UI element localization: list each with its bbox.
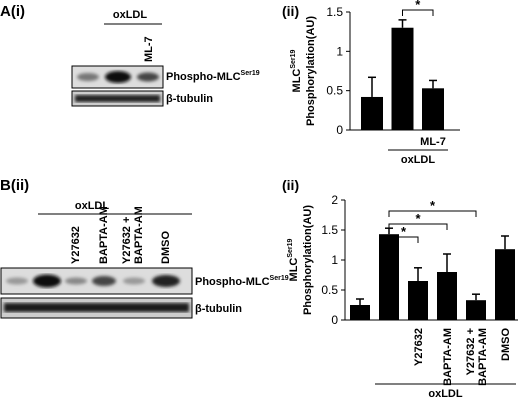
lane-label: BAPTA-AM	[98, 206, 110, 264]
y-tick-label: 0.5	[321, 283, 338, 297]
y-tick-label: 0.5	[326, 84, 343, 98]
row-label: Phospho-MLCSer19	[166, 70, 260, 83]
bar	[391, 27, 414, 130]
y-label-sup: Ser19	[290, 49, 297, 68]
significance-bracket	[388, 210, 477, 217]
y-label-text: MLC	[288, 258, 300, 282]
significance-label: *	[401, 224, 407, 239]
row-label: β-tubulin	[195, 303, 242, 315]
row-label: Phospho-MLCSer19	[195, 275, 289, 288]
bar	[408, 281, 428, 320]
bar	[495, 249, 515, 320]
group-label: oxLDL	[428, 388, 463, 400]
y-label: MLCSer19	[290, 49, 303, 92]
y-tick-label: 0	[336, 123, 343, 137]
significance-bracket	[402, 9, 434, 16]
lane-label: ML-7	[143, 36, 155, 62]
panel-label: (ii)	[282, 3, 299, 19]
significance-label: *	[415, 211, 421, 226]
bands	[6, 274, 180, 288]
lane-label: Y27632	[70, 226, 82, 264]
row-label-sup: Ser19	[270, 275, 289, 282]
y-label-sup: Ser19	[287, 238, 294, 257]
y-tick-label: 0	[331, 313, 338, 327]
bar	[350, 305, 370, 320]
significance-bracket	[388, 223, 448, 230]
panel-label: A(i)	[0, 3, 25, 20]
lane-label: Y27632 +	[121, 217, 133, 264]
panel-label: (ii)	[282, 177, 299, 193]
bands	[77, 71, 159, 83]
x-tick-label: Y27632	[413, 328, 425, 366]
y-label: Phosphorylation(AU)	[305, 16, 317, 126]
bar	[379, 234, 399, 320]
x-tick-label: ML-7	[420, 136, 446, 148]
significance-label: *	[430, 198, 436, 213]
row-label-text: Phospho-MLC	[195, 276, 270, 288]
y-label: MLCSer19	[287, 238, 300, 281]
y-label-text: MLC	[291, 69, 303, 93]
lane-label: BAPTA-AM	[133, 206, 145, 264]
group-label: oxLDL	[401, 154, 436, 166]
bar	[437, 272, 457, 320]
significance-label: *	[415, 0, 421, 12]
y-label: Phosphorylation(AU)	[302, 205, 314, 315]
bar	[466, 300, 486, 320]
x-tick-label: DMSO	[500, 328, 512, 361]
lane-label: DMSO	[160, 231, 172, 264]
blot-title: oxLDL	[75, 200, 110, 212]
bar	[422, 88, 444, 130]
bands	[75, 95, 160, 102]
bands	[4, 303, 189, 312]
y-tick-label: 1.5	[321, 223, 338, 237]
row-label-text: Phospho-MLC	[166, 71, 241, 83]
row-label-sup: Ser19	[241, 70, 260, 77]
y-tick-label: 2	[331, 193, 338, 207]
x-tick-label: BAPTA-AM	[442, 328, 454, 386]
row-label: β-tubulin	[166, 93, 213, 105]
significance-bracket	[388, 236, 419, 243]
x-tick-label: BAPTA-AM	[477, 328, 489, 386]
y-tick-label: 1.5	[326, 5, 343, 19]
x-tick-label: Y27632 +	[465, 328, 477, 375]
y-tick-label: 1	[336, 44, 343, 58]
bar	[361, 96, 383, 130]
blot-title: oxLDL	[113, 9, 148, 21]
y-tick-label: 1	[331, 253, 338, 267]
panel-label: B(ii)	[0, 177, 29, 194]
